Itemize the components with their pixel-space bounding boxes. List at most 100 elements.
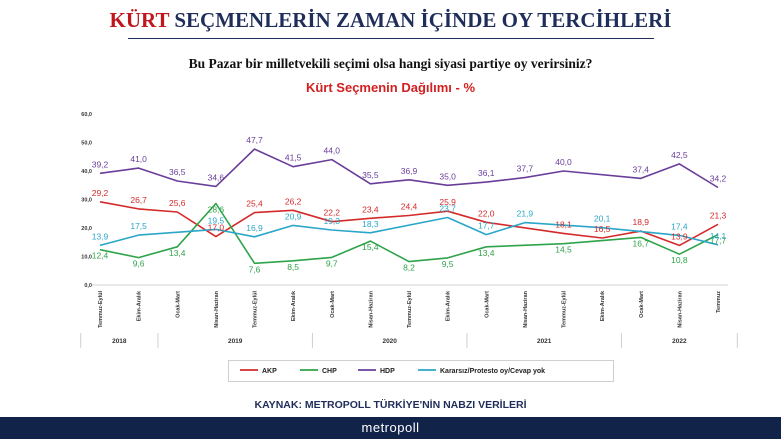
x-tick-label: Temmuz-Eylül	[98, 291, 104, 328]
data-label: 34,2	[710, 174, 727, 184]
x-tick-label: Ekim-Aralık	[291, 290, 297, 321]
data-label: 7,6	[249, 264, 261, 274]
data-label: 19,5	[208, 215, 225, 225]
data-label: 36,5	[169, 167, 186, 177]
data-label: 13,9	[92, 231, 109, 241]
y-tick-label: 60,0	[81, 112, 92, 118]
x-tick-label: Ocak-Mart	[639, 291, 645, 318]
data-label: 25,6	[169, 198, 186, 208]
data-label: 9,5	[442, 259, 454, 269]
data-label: 17,4	[671, 221, 688, 231]
legend-label: HDP	[380, 368, 395, 375]
survey-question: Bu Pazar bir milletvekili seçimi olsa ha…	[188, 56, 593, 71]
brand-logo: metropoll	[361, 420, 420, 435]
chart-title: Kürt Seçmenin Dağılımı - %	[305, 80, 476, 95]
x-tick-label: Ekim-Aralık	[600, 290, 606, 321]
x-tick-label: Nisan-Haziran	[677, 290, 683, 327]
x-tick-label: Nisan-Haziran	[523, 290, 529, 327]
x-tick-label: Temmuz-Eylül	[253, 291, 259, 328]
data-label: 8,5	[287, 262, 299, 272]
data-label: 42,5	[671, 150, 688, 160]
data-label: 36,9	[401, 166, 418, 176]
title-highlight: KÜRT	[109, 8, 170, 32]
y-tick-label: 40,0	[81, 169, 92, 175]
source-note: KAYNAK: METROPOLL TÜRKİYE'NİN NABZI VERİ…	[254, 399, 527, 411]
year-label: 2022	[672, 338, 687, 345]
data-label: 16,7	[632, 238, 649, 248]
data-label: 40,0	[555, 157, 572, 167]
data-label: 25,4	[246, 199, 263, 209]
data-label: 39,2	[92, 159, 109, 169]
footer-bar: metropoll	[0, 417, 781, 439]
data-label: 26,7	[130, 195, 147, 205]
x-tick-label: Ocak-Mart	[175, 291, 181, 318]
y-tick-label: 0,0	[84, 283, 92, 289]
page-title: KÜRT SEÇMENLERİN ZAMAN İÇİNDE OY TERCİHL…	[0, 8, 781, 33]
year-label: 2019	[228, 338, 243, 345]
data-label: 12,4	[92, 251, 109, 261]
data-label: 17,0	[208, 223, 225, 233]
title-divider	[128, 38, 654, 39]
x-tick-label: Nisan-Haziran	[368, 290, 374, 327]
data-label: 41,5	[285, 153, 302, 163]
data-label: 18,3	[362, 219, 379, 229]
data-label: 18,1	[555, 219, 572, 229]
x-tick-label: Ekim-Aralık	[446, 290, 452, 321]
data-label: 16,9	[246, 223, 263, 233]
x-tick-label: Ocak-Mart	[484, 291, 490, 318]
data-label: 17,5	[130, 221, 147, 231]
data-label: 26,2	[285, 196, 302, 206]
title-rest: SEÇMENLERİN ZAMAN İÇİNDE OY TERCİHLERİ	[174, 8, 672, 32]
data-label: 14,1	[710, 231, 727, 241]
series-line-3	[99, 216, 719, 247]
data-label: 24,4	[401, 201, 418, 211]
y-tick-label: 10,0	[81, 255, 92, 261]
x-tick-label: Ekim-Aralık	[137, 290, 143, 321]
data-label: 13,9	[671, 231, 688, 241]
data-label: 9,7	[326, 258, 338, 268]
x-tick-label: Ocak-Mart	[330, 291, 336, 318]
data-label: 17,7	[710, 236, 727, 246]
data-label: 23,4	[362, 204, 379, 214]
data-label: 16,5	[594, 224, 611, 234]
data-label: 13,4	[169, 248, 186, 258]
data-label: 35,5	[362, 170, 379, 180]
year-label: 2018	[112, 338, 127, 345]
data-label: 35,0	[439, 171, 456, 181]
data-label: 9,6	[133, 259, 145, 269]
series-line-1	[99, 202, 719, 265]
legend-frame	[228, 360, 614, 382]
data-label: 28,6	[208, 204, 225, 214]
data-label: 20,1	[594, 214, 611, 224]
legend-label: AKP	[262, 368, 277, 375]
legend-label: CHP	[322, 368, 337, 375]
data-label: 36,1	[478, 168, 495, 178]
x-tick-label: Temmuz	[716, 291, 722, 313]
x-tick-label: Temmuz-Eylül	[407, 291, 413, 328]
data-label: 18,9	[632, 217, 649, 227]
data-label: 22,2	[323, 208, 340, 218]
data-label: 10,8	[671, 255, 688, 265]
data-label: 41,0	[130, 154, 147, 164]
legend-label: Kararsız/Protesto oy/Cevap yok	[440, 368, 545, 375]
data-label: 25,9	[439, 197, 456, 207]
data-label: 8,2	[403, 263, 415, 273]
x-tick-label: Temmuz-Eylül	[562, 291, 568, 328]
data-label: 21,3	[710, 210, 727, 220]
data-label: 21,9	[517, 209, 534, 219]
year-label: 2020	[382, 338, 397, 345]
data-label: 44,0	[323, 146, 340, 156]
data-label: 22,0	[478, 208, 495, 218]
data-label: 13,4	[478, 248, 495, 258]
year-label: 2021	[537, 338, 552, 345]
data-label: 29,2	[92, 188, 109, 198]
data-label: 17,7	[478, 221, 495, 231]
data-label: 15,4	[362, 242, 379, 252]
series-line-2	[99, 148, 719, 189]
data-label: 19,3	[323, 216, 340, 226]
data-label: 37,7	[517, 164, 534, 174]
data-label: 47,7	[246, 135, 263, 145]
x-tick-label: Nisan-Haziran	[214, 290, 220, 327]
data-label: 20,9	[285, 211, 302, 221]
